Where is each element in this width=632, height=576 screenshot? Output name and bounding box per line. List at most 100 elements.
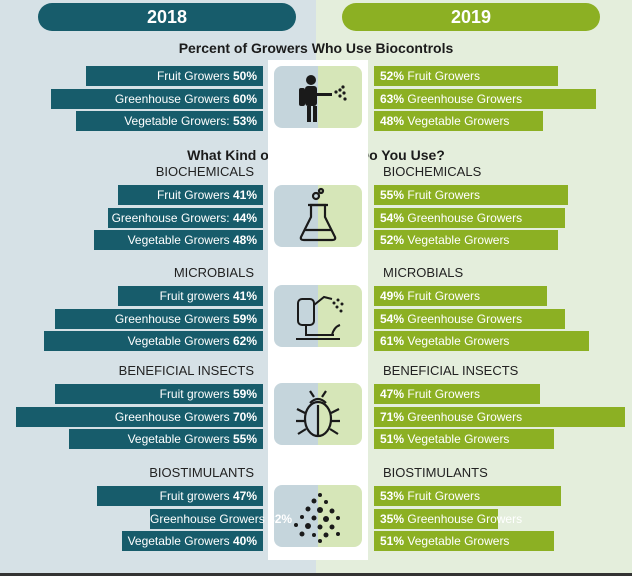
year-2018-header: 2018 xyxy=(38,3,296,31)
bar-2019: 54% Greenhouse Growers xyxy=(374,308,565,329)
bar-2018: Vegetable Growers 55% xyxy=(69,429,263,449)
bar-value: 41% xyxy=(232,188,257,202)
bar-label: Vegetable Growers xyxy=(127,534,230,548)
section-label-2019: BIOCHEMICALS xyxy=(383,164,482,179)
bar-value: 59% xyxy=(232,311,257,326)
bar-value: 62% xyxy=(232,334,257,348)
bar-2019: 54% Greenhouse Growers xyxy=(374,207,565,228)
bar-value: 61% xyxy=(380,334,405,348)
bar-2018: Greenhouse Growers 32% xyxy=(150,508,292,529)
bar-value: 54% xyxy=(380,210,405,225)
section-label-2019: BIOSTIMULANTS xyxy=(383,465,488,480)
bar-value: 50% xyxy=(232,69,257,83)
bar-2019: 52% Fruit Growers xyxy=(374,66,558,86)
bar-2018: Vegetable Growers 40% xyxy=(122,531,263,551)
bar-value: 51% xyxy=(380,432,405,446)
bar-label: Greenhouse Growers xyxy=(407,409,523,424)
bar-2018: Greenhouse Growers 60% xyxy=(51,88,263,109)
bar-label: Greenhouse Growers xyxy=(114,311,230,326)
bar-value: 49% xyxy=(380,289,405,303)
bar-2019: 53% Fruit Growers xyxy=(374,486,561,506)
bar-value: 48% xyxy=(380,114,405,128)
bar-label: Greenhouse Growers xyxy=(407,311,523,326)
bar-value: 53% xyxy=(380,489,405,503)
bar-value: 71% xyxy=(380,409,405,424)
bar-value: 53% xyxy=(232,114,257,128)
bar-2019: 61% Vegetable Growers xyxy=(374,331,589,351)
year-2019-header: 2019 xyxy=(342,3,600,31)
bar-value: 55% xyxy=(232,432,257,446)
bar-label: Fruit Growers xyxy=(407,69,481,83)
section-label-2018: BIOSTIMULANTS xyxy=(149,465,254,480)
bar-label: Fruit growers xyxy=(159,387,230,401)
bar-2019: 71% Greenhouse Growers xyxy=(374,406,625,427)
section-label-2018: BIOCHEMICALS xyxy=(155,164,254,179)
bar-value: 52% xyxy=(380,69,405,83)
bar-label: Vegetable Growers xyxy=(127,432,230,446)
bar-2019: 51% Vegetable Growers xyxy=(374,531,554,551)
bar-label: Fruit Growers xyxy=(407,489,481,503)
bar-2018: Vegetable Growers: 53% xyxy=(76,111,263,131)
bar-value: 47% xyxy=(232,489,257,503)
bar-2018: Greenhouse Growers 70% xyxy=(16,406,263,427)
bar-label: Vegetable Growers xyxy=(407,432,510,446)
bar-value: 60% xyxy=(232,91,257,106)
bottom-rule xyxy=(0,573,632,576)
bar-label: Greenhouse Growers xyxy=(407,91,523,106)
bar-value: 32% xyxy=(268,511,293,526)
sprayer-icon xyxy=(274,66,362,128)
section-label-2018: MICROBIALS xyxy=(173,265,254,280)
bar-label: Greenhouse Growers xyxy=(150,511,265,526)
bar-label: Greenhouse Growers xyxy=(407,511,523,526)
section-label-2019: MICROBIALS xyxy=(383,265,464,280)
bar-value: 70% xyxy=(232,409,257,424)
bar-2018: Fruit Growers 50% xyxy=(86,66,263,86)
bar-value: 48% xyxy=(232,233,257,247)
bar-label: Fruit Growers xyxy=(156,69,230,83)
bar-2019: 51% Vegetable Growers xyxy=(374,429,554,449)
bar-value: 51% xyxy=(380,534,405,548)
bar-value: 44% xyxy=(232,210,257,225)
bar-label: Vegetable Growers xyxy=(407,233,510,247)
bar-2019: 48% Vegetable Growers xyxy=(374,111,543,131)
bar-value: 54% xyxy=(380,311,405,326)
flask-icon xyxy=(274,185,362,247)
dots-molecule-icon xyxy=(274,485,362,547)
bar-label: Fruit Growers xyxy=(156,188,230,202)
bar-label: Greenhouse Growers xyxy=(114,409,230,424)
bar-label: Greenhouse Growers: xyxy=(111,210,230,225)
bar-value: 59% xyxy=(232,387,257,401)
bar-label: Vegetable Growers xyxy=(127,334,230,348)
bar-label: Vegetable Growers xyxy=(407,534,510,548)
section-label-2018: BENEFICIAL INSECTS xyxy=(118,363,254,378)
bar-2019: 35% Greenhouse Growers xyxy=(374,508,522,529)
chart-title: Percent of Growers Who Use Biocontrols xyxy=(178,40,454,56)
bar-label: Fruit growers xyxy=(159,289,230,303)
beetle-icon xyxy=(274,383,362,445)
bar-2019: 55% Fruit Growers xyxy=(374,185,568,205)
bar-2018: Fruit growers 41% xyxy=(118,286,263,306)
microbial-sprayer-icon xyxy=(274,285,362,347)
bar-label: Vegetable Growers xyxy=(407,334,510,348)
bar-2019: 49% Fruit Growers xyxy=(374,286,547,306)
bar-2019: 52% Vegetable Growers xyxy=(374,230,558,250)
bar-2018: Fruit growers 59% xyxy=(55,384,263,404)
bar-value: 55% xyxy=(380,188,405,202)
bar-label: Fruit Growers xyxy=(407,387,481,401)
bar-label: Fruit Growers xyxy=(407,188,481,202)
bar-2018: Fruit growers 47% xyxy=(97,486,263,506)
bar-label: Vegetable Growers xyxy=(407,114,510,128)
bar-2018: Greenhouse Growers 59% xyxy=(55,308,263,329)
bar-value: 63% xyxy=(380,91,405,106)
bar-2018: Vegetable Growers 48% xyxy=(94,230,263,250)
bar-label: Greenhouse Growers xyxy=(407,210,523,225)
bar-2019: 47% Fruit Growers xyxy=(374,384,540,404)
bar-2018: Greenhouse Growers: 44% xyxy=(108,207,263,228)
bar-value: 52% xyxy=(380,233,405,247)
bar-label: Vegetable Growers: xyxy=(124,114,230,128)
bar-value: 47% xyxy=(380,387,405,401)
bar-value: 41% xyxy=(232,289,257,303)
bar-label: Fruit growers xyxy=(159,489,230,503)
bar-value: 40% xyxy=(232,534,257,548)
bar-2018: Fruit Growers 41% xyxy=(118,185,263,205)
